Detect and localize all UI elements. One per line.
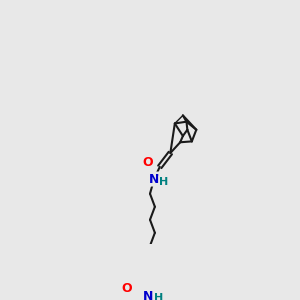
Text: O: O bbox=[142, 156, 153, 169]
Text: N: N bbox=[149, 172, 159, 186]
Text: H: H bbox=[159, 176, 169, 187]
Text: N: N bbox=[143, 290, 154, 300]
Text: O: O bbox=[121, 282, 132, 296]
Text: H: H bbox=[154, 293, 164, 300]
